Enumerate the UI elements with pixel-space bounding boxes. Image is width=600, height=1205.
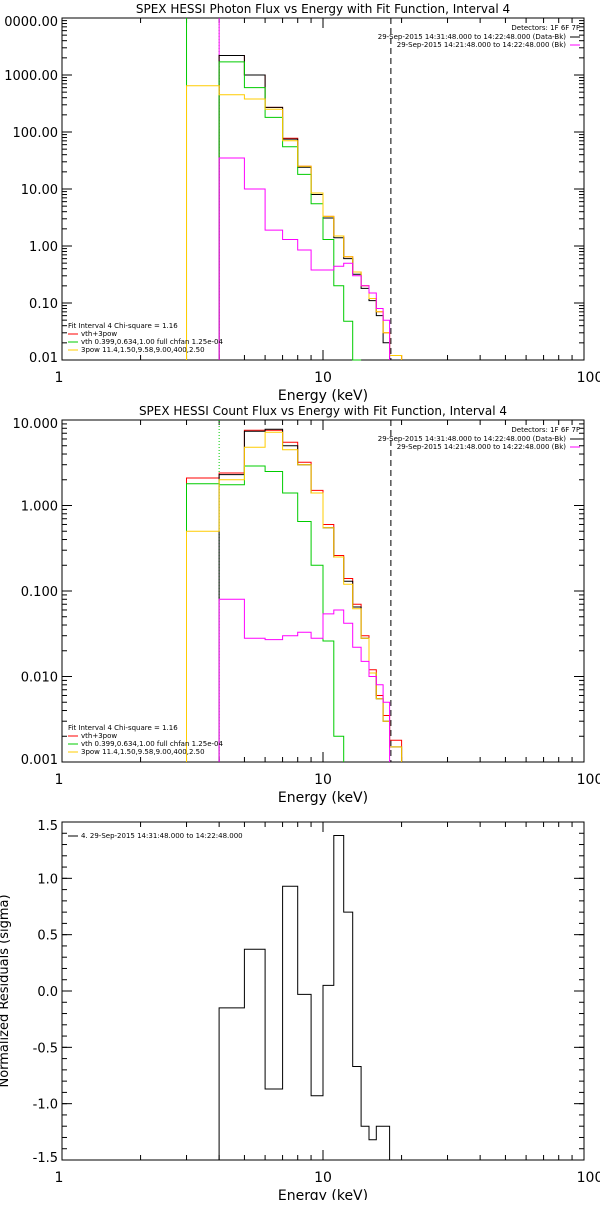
x-tick-label: 10: [314, 370, 332, 386]
legend-fit-header: Fit Interval 4 Chi-square = 1.16: [68, 724, 178, 732]
x-axis-label: Energy (keV): [278, 1188, 368, 1200]
series-line-4: [218, 598, 391, 762]
y-tick-label: 1.0: [37, 872, 58, 887]
legend-detectors-label: Detectors: 1F 6F 7F: [511, 426, 580, 434]
legend-right-entry: 29-Sep-2015 14:21:48.000 to 14:22:48.000…: [397, 41, 567, 49]
series-line-0: [218, 835, 391, 1160]
legend-left-entry: vth 0.399,0.634,1.00 full chfan 1.25e-04: [81, 740, 223, 748]
legend-left-entry: vth 0.399,0.634,1.00 full chfan 1.25e-04: [81, 338, 223, 346]
plot-frame: [61, 17, 585, 361]
legend-left-entry: vth+3pow: [81, 732, 117, 740]
y-tick-label: -1.5: [33, 1151, 58, 1166]
x-tick-label: 1: [55, 370, 64, 386]
legend-detectors-label: Detectors: 1F 6F 7F: [511, 24, 580, 32]
series-line-4: [218, 157, 391, 360]
y-axis-label: Normalized Residuals (sigma): [0, 894, 12, 1087]
y-tick-label: 0.10: [29, 297, 58, 312]
legend-left-entry: vth+3pow: [81, 330, 117, 338]
x-tick-label: 100: [577, 370, 600, 386]
legend-right-entry: 29-Sep-2015 14:21:48.000 to 14:22:48.000…: [397, 443, 567, 451]
y-tick-label: -1.0: [33, 1098, 58, 1113]
y-tick-label: 0000.00: [4, 15, 58, 30]
y-tick-label: 1.00: [29, 240, 58, 255]
series-line-0: [218, 55, 403, 360]
y-tick-label: 0.100: [21, 585, 58, 600]
y-tick-label: 100.00: [13, 126, 59, 141]
x-axis-label: Energy (keV): [278, 790, 368, 806]
y-tick-label: 0.0: [37, 985, 58, 1000]
y-tick-label: 1000.00: [4, 69, 58, 84]
y-tick-label: 1.5: [37, 819, 58, 834]
y-tick-label: 1.000: [21, 500, 58, 515]
legend-right-entry: 29-Sep-2015 14:31:48.000 to 14:22:48.000…: [378, 33, 567, 41]
x-tick-label: 100: [577, 772, 600, 788]
x-tick-label: 10: [314, 772, 332, 788]
x-axis-label: Energy (keV): [278, 388, 368, 404]
legend-right-entry: 29-Sep-2015 14:31:48.000 to 14:22:48.000…: [378, 435, 567, 443]
y-tick-label: -0.5: [33, 1041, 58, 1056]
y-tick-label: 0.001: [21, 753, 58, 768]
y-tick-label: 0.010: [21, 671, 58, 686]
chart-title: SPEX HESSI Count Flux vs Energy with Fit…: [139, 404, 507, 418]
x-tick-label: 1: [55, 1170, 64, 1186]
chart-title: SPEX HESSI Photon Flux vs Energy with Fi…: [136, 2, 510, 16]
y-tick-label: 0.01: [29, 351, 58, 366]
series-line-3: [186, 431, 403, 762]
series-line-2: [186, 465, 345, 762]
legend-left-entry: 3pow 11.4,1.50,9.58,9.00,400,2.50: [81, 346, 205, 354]
series-line-1: [218, 428, 403, 762]
legend-left-entry: 3pow 11.4,1.50,9.58,9.00,400,2.50: [81, 748, 205, 756]
x-tick-label: 10: [314, 1170, 332, 1186]
x-tick-label: 1: [55, 772, 64, 788]
series-line-3: [186, 85, 403, 360]
series-line-2: [218, 61, 362, 361]
y-tick-label: 10.000: [13, 417, 59, 432]
y-tick-label: 10.00: [21, 183, 58, 198]
x-tick-label: 100: [577, 1170, 600, 1186]
legend-left-entry: 4. 29-Sep-2015 14:31:48.000 to 14:22:48.…: [81, 832, 243, 840]
series-line-1: [218, 55, 402, 361]
y-tick-label: 0.5: [37, 929, 58, 944]
legend-fit-header: Fit Interval 4 Chi-square = 1.16: [68, 322, 178, 330]
